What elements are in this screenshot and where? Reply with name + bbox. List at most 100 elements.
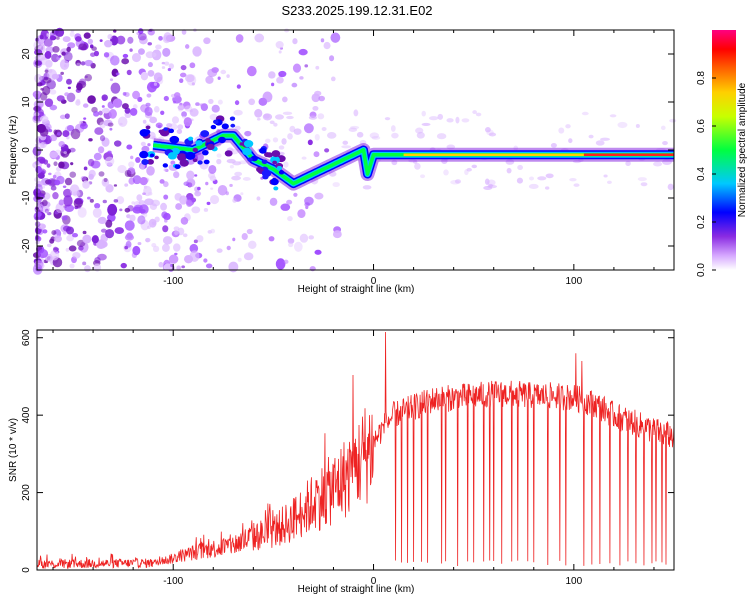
spectrogram-haze [282,111,293,115]
spectrogram-haze [486,129,494,136]
spectrogram-blob [126,69,132,76]
ridge-blob [141,159,149,165]
spectrogram-blob [112,98,123,108]
spectrogram-blob [298,48,308,56]
spectrogram-blob [195,102,200,106]
ridge-blob [187,136,194,141]
spectrogram-haze [272,137,279,143]
spectrogram-blob [84,73,93,82]
spectrogram-blob [179,72,187,78]
spectrogram-blob [73,198,83,208]
spectrogram-blob [268,236,275,242]
spectrogram-blob [93,111,100,117]
spectrogram-haze [371,135,381,140]
ridge-blob [143,129,151,135]
ridge-blob [203,159,210,165]
spectrogram-haze [287,133,293,140]
ridge-blob [169,135,180,144]
spectrogram-blob [189,62,196,69]
ridge-blob [210,124,217,130]
spectrogram-blob [228,261,239,273]
spectrogram-blob [52,191,59,200]
spectrogram-blob [191,82,195,86]
snr-x-axis-label: Height of straight line (km) [298,584,415,595]
spectrogram-blob [196,235,204,243]
spectrogram-blob [194,190,202,197]
spectrogram-blob [246,65,257,77]
spectrogram-blob [139,208,146,214]
spectrogram-haze [437,113,444,120]
spectrogram-blob [107,150,112,155]
spectrogram-blob [61,215,68,221]
spectrogram-blob [121,103,129,110]
snr-series-line [37,331,674,569]
spectrogram-blob [124,183,129,187]
spectrogram-blob [299,76,304,80]
spectrogram-haze [484,178,490,185]
spectrogram-haze [341,145,352,149]
spectrogram-blob [314,249,322,255]
spectrogram-blob [203,37,211,45]
spectrogram-haze [506,167,512,174]
spectrogram-blob [124,220,135,231]
spectrogram-blob [62,36,71,43]
ridge-blob [272,160,278,165]
spectrogram-haze [635,124,640,128]
spectrogram-blob [161,66,166,70]
spectrogram-blob [192,46,202,57]
spectrogram-blob [157,124,162,129]
spectrogram-blob [287,238,295,244]
ridge-blob [197,160,203,165]
spectrogram-blob [177,227,185,236]
spectrogram-blob [173,226,180,231]
spectrogram-blob [189,109,193,113]
spectrogram-blob [305,205,309,210]
spectrogram-blob [151,221,157,226]
spectrogram-blob [275,41,284,49]
spectrogram-haze [421,122,431,126]
spectrogram-blob [216,248,223,253]
spectrogram-blob [162,225,169,233]
spectrogram-blob [34,60,42,66]
spectrogram-blob [158,35,163,41]
spectrogram-blob [234,100,240,106]
spectrogram-blob [53,129,58,135]
spectrogram-blob [244,130,252,137]
ridge-blob [278,170,285,175]
spectrogram-blob [104,39,113,48]
spectrogram-blob [100,228,107,233]
spectrogram-blob [66,78,72,85]
spectrogram-blob [168,254,179,264]
spectrogram-blob [62,185,67,188]
spectrogram-haze [332,182,340,188]
spectrogram-blob [37,209,41,213]
spectrogram-blob [84,265,91,273]
spectrogram-blob [122,91,127,96]
spectrogram-blob [52,246,59,253]
spectrogram-blob [88,138,93,142]
spectrogram-blob [66,46,71,52]
spectrogram-blob [159,179,165,184]
spectrogram-haze [265,138,271,143]
spectrogram-haze [568,138,573,144]
spectrogram-blob [77,207,87,218]
spectrogram-haze [234,171,243,177]
spectrogram-haze [669,118,677,123]
spectrogram-blob [110,82,121,94]
spectrogram-blob [83,32,91,39]
ridge-blob [162,163,169,168]
spectrogram-blob [67,42,76,49]
spectrogram-haze [301,156,307,160]
spectrogram-haze [362,185,372,190]
spectrogram-blob [43,159,49,165]
spectrogram-blob [297,209,306,219]
spectrogram-blob [173,243,181,252]
spectrogram-haze [234,125,241,131]
spectrogram-haze [660,125,666,130]
spectrogram-blob [42,229,48,234]
spectrogram-blob [293,192,298,197]
snr-x-ticks: -100 0 100 [52,330,655,587]
spectrogram-blob [205,263,213,269]
y-tick-label: 0 [21,567,32,573]
spectrogram-blob [66,226,75,235]
